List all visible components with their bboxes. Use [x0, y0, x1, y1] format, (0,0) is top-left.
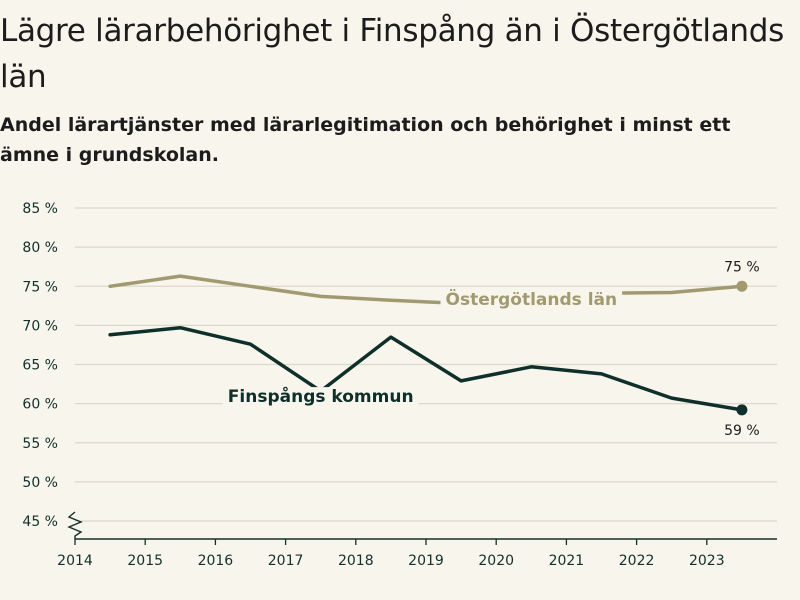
- x-tick-label-2023: 2023: [689, 553, 725, 569]
- end-value-label-finspang: 59 %: [724, 423, 760, 439]
- x-tick-label-2022: 2022: [619, 553, 655, 569]
- series-label-ostergotland: Östergötlands län: [440, 288, 623, 310]
- x-tick-label-2021: 2021: [549, 553, 585, 569]
- end-point-ostergotland: [736, 280, 748, 292]
- y-tick-label-65: 65 %: [22, 358, 58, 374]
- y-tick-label-50: 50 %: [22, 475, 58, 491]
- x-tick-label-2015: 2015: [127, 553, 163, 569]
- y-tick-label-70: 70 %: [22, 318, 58, 334]
- y-tick-label-55: 55 %: [22, 436, 58, 452]
- x-axis: 2014 2015 2016 2017 2018 2019 2020 2021 2022 2023: [57, 511, 777, 569]
- x-tick-label-2014: 2014: [57, 553, 93, 569]
- series-line-finspang: [108, 325, 744, 412]
- series-label-text-finspang: Finspångs kommun: [228, 385, 414, 407]
- series-label-finspang: Finspångs kommun: [222, 385, 419, 407]
- x-tick-label-2019: 2019: [408, 553, 444, 569]
- y-tick-label-85: 85 %: [22, 201, 58, 217]
- gridlines: [75, 207, 777, 522]
- series-label-text-ostergotland: Östergötlands län: [446, 288, 618, 310]
- y-tick-label-60: 60 %: [22, 397, 58, 413]
- y-tick-label-80: 80 %: [22, 240, 58, 256]
- x-tick-label-2017: 2017: [268, 553, 304, 569]
- y-axis: 45 % 50 % 55 % 60 % 65 % 70 % 75 % 80 % 85 %: [22, 201, 58, 530]
- x-tick-label-2016: 2016: [198, 553, 234, 569]
- series-lines: [108, 274, 748, 416]
- series-labels: Östergötlands län Finspångs kommun 75 % 59 …: [222, 259, 760, 439]
- chart-subtitle: Andel lärartjänster med lärarlegitimatio…: [0, 114, 731, 166]
- y-tick-label-75: 75 %: [22, 279, 58, 295]
- x-tick-label-2018: 2018: [338, 553, 374, 569]
- axis-break-icon: [67, 511, 83, 539]
- chart-title: Lägre lärarbehörighet i Finspång än i Ös…: [0, 13, 784, 95]
- x-tick-label-2020: 2020: [478, 553, 514, 569]
- y-tick-label-45: 45 %: [22, 514, 58, 530]
- end-point-finspang: [736, 404, 748, 416]
- series-line-ostergotland: [108, 274, 744, 306]
- end-value-label-ostergotland: 75 %: [724, 259, 760, 275]
